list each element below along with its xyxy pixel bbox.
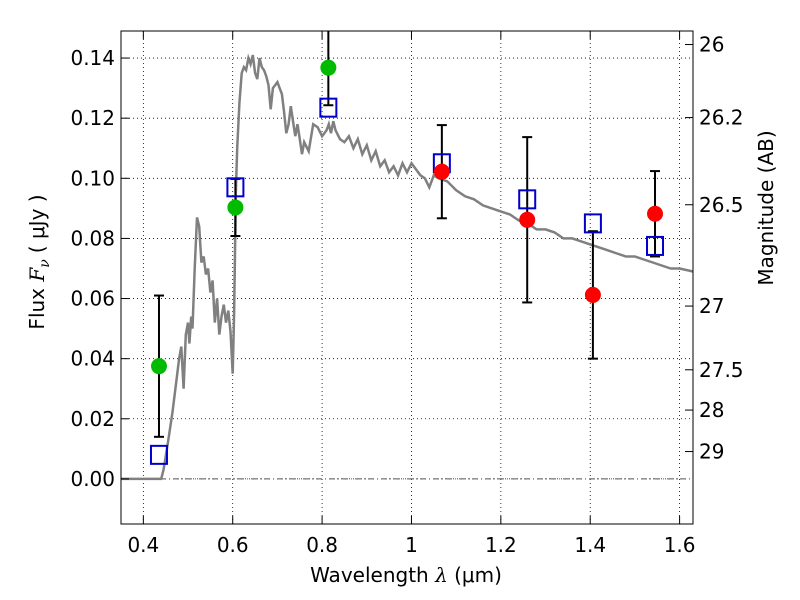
plot-frame [120, 30, 694, 525]
y-tick-label: 0.10 [70, 166, 115, 190]
y2-axis-title: Magnitude (AB) [754, 130, 778, 285]
x-axis-title: Wavelength λ (μm) [310, 563, 502, 587]
y2-tick-label: 27 [699, 294, 724, 318]
y-tick-label: 0.06 [70, 287, 115, 311]
model-flux-markers [149, 97, 665, 465]
x-axis-title-symbol: λ [434, 563, 448, 587]
gridlines [121, 31, 693, 524]
observed-marker [519, 211, 536, 228]
y-tick-label: 0.12 [70, 106, 115, 130]
y-tick-label: 0.00 [70, 467, 115, 491]
errorbars [153, 31, 661, 438]
y2-tick-label: 28 [699, 398, 724, 422]
x-tick-label: 1.4 [574, 533, 606, 557]
y-tick-label: 0.08 [70, 226, 115, 250]
y-axis-title: Flux Fν ( μJy ) [25, 194, 53, 329]
y2-tick-label: 26 [699, 33, 724, 57]
y2-tick-label: 27.5 [699, 358, 744, 382]
observed-marker [227, 199, 244, 216]
y-axis-title-subscript: ν [37, 259, 53, 268]
model-flux-marker [149, 444, 168, 465]
y2-tick-label: 29 [699, 440, 724, 464]
observed-marker [584, 286, 601, 303]
model-flux-marker [319, 97, 338, 118]
y-axis-title-unit: ( μJy ) [25, 194, 49, 253]
y2-axis-ticks: 26 26.2 26.5 27 27.5 28 29 [685, 33, 744, 464]
y-tick-label: 0.02 [70, 407, 115, 431]
model-flux-marker [226, 177, 245, 198]
x-axis-title-prefix: Wavelength [310, 563, 435, 587]
y-tick-label: 0.04 [70, 347, 115, 371]
y-axis-ticks: 0.00 0.02 0.04 0.06 0.08 0.10 0.12 0.14 [70, 46, 129, 491]
x-tick-label: 1 [405, 533, 418, 557]
y-axis-title-symbol: F [25, 267, 49, 283]
y2-tick-label: 26.2 [699, 106, 744, 130]
x-tick-label: 0.4 [127, 533, 159, 557]
observed-marker [433, 163, 450, 180]
x-tick-label: 0.6 [217, 533, 249, 557]
x-tick-label: 0.8 [306, 533, 338, 557]
model-flux-marker [583, 213, 602, 234]
observed-marker [150, 358, 167, 375]
x-axis-title-unit: (μm) [448, 563, 502, 587]
model-flux-marker [646, 235, 665, 256]
x-tick-label: 1.6 [664, 533, 696, 557]
model-flux-marker [518, 189, 537, 210]
y-tick-label: 0.14 [70, 46, 115, 70]
observed-marker [647, 205, 664, 222]
observed-markers [150, 59, 664, 375]
y-axis-title-prefix: Flux [25, 282, 49, 330]
x-tick-label: 1.2 [485, 533, 517, 557]
model-sed-line [121, 53, 694, 481]
observed-marker [320, 59, 337, 76]
x-axis-ticks: 0.4 0.6 0.8 1 1.2 1.4 1.6 [127, 31, 696, 557]
y2-tick-label: 26.5 [699, 193, 744, 217]
